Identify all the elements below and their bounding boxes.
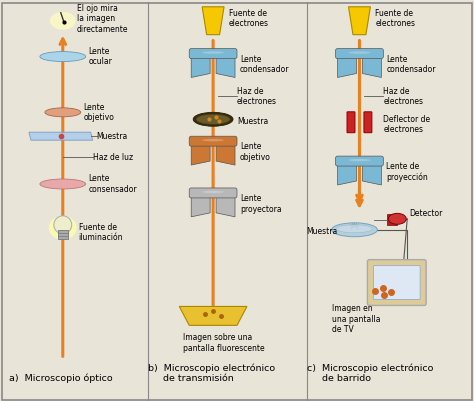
Ellipse shape [45, 108, 81, 117]
Ellipse shape [54, 216, 72, 234]
FancyBboxPatch shape [387, 214, 397, 225]
Text: Lente
objetivo: Lente objetivo [240, 142, 271, 162]
FancyBboxPatch shape [58, 230, 68, 239]
FancyBboxPatch shape [364, 112, 372, 133]
FancyBboxPatch shape [336, 49, 383, 59]
FancyBboxPatch shape [189, 188, 237, 198]
Text: Imagen sobre una
pantalla fluorescente: Imagen sobre una pantalla fluorescente [183, 333, 265, 353]
Ellipse shape [337, 225, 373, 233]
Text: Lente
condensador: Lente condensador [240, 55, 290, 74]
Text: Lente
ocular: Lente ocular [89, 47, 112, 66]
Text: Deflector de
electrones: Deflector de electrones [383, 115, 430, 134]
Polygon shape [337, 163, 356, 185]
Polygon shape [363, 56, 382, 77]
Ellipse shape [388, 213, 406, 224]
Text: Muestra: Muestra [97, 132, 128, 141]
Ellipse shape [202, 191, 224, 193]
Polygon shape [363, 163, 382, 185]
Polygon shape [191, 143, 210, 165]
Text: Imagen en
una pantalla
de TV: Imagen en una pantalla de TV [332, 304, 380, 334]
Polygon shape [216, 195, 235, 217]
FancyBboxPatch shape [367, 259, 426, 306]
Ellipse shape [202, 51, 224, 54]
FancyBboxPatch shape [374, 265, 420, 300]
Polygon shape [202, 7, 224, 34]
Text: Lente
consensador: Lente consensador [89, 174, 137, 194]
Ellipse shape [196, 114, 230, 124]
Text: Fuente de
iluminación: Fuente de iluminación [79, 223, 123, 243]
Polygon shape [216, 56, 235, 77]
Text: Haz de luz: Haz de luz [92, 153, 133, 162]
Text: Haz de
electrones: Haz de electrones [383, 87, 423, 106]
Text: a)  Microscopio óptico: a) Microscopio óptico [9, 374, 113, 383]
Polygon shape [179, 306, 247, 325]
Polygon shape [191, 56, 210, 77]
Ellipse shape [50, 12, 76, 30]
Ellipse shape [348, 51, 370, 54]
Ellipse shape [193, 112, 233, 126]
Text: Lente
condensador: Lente condensador [386, 55, 436, 74]
Text: Detector: Detector [409, 209, 443, 219]
Polygon shape [29, 132, 92, 140]
Ellipse shape [202, 139, 224, 142]
Ellipse shape [348, 159, 370, 161]
Polygon shape [191, 195, 210, 217]
Text: Haz de
electrones: Haz de electrones [237, 87, 277, 106]
Ellipse shape [40, 179, 86, 189]
Text: Fuente de
electrones: Fuente de electrones [375, 9, 415, 28]
Text: Muestra: Muestra [237, 117, 268, 126]
Ellipse shape [332, 223, 377, 237]
FancyBboxPatch shape [189, 136, 237, 146]
FancyBboxPatch shape [189, 49, 237, 59]
FancyBboxPatch shape [347, 112, 355, 133]
Text: Fuente de
electrones: Fuente de electrones [229, 9, 269, 28]
Text: El ojo mira
la imagen
directamente: El ojo mira la imagen directamente [77, 4, 128, 34]
Text: Lente
proyectora: Lente proyectora [240, 194, 282, 214]
FancyBboxPatch shape [336, 156, 383, 166]
Polygon shape [337, 56, 356, 77]
Text: Muestra: Muestra [306, 227, 337, 236]
Ellipse shape [49, 216, 77, 240]
Polygon shape [216, 143, 235, 165]
Text: c)  Microscopio electrónico
     de barrido: c) Microscopio electrónico de barrido [307, 363, 433, 383]
Text: Lente de
proyección: Lente de proyección [386, 162, 428, 182]
Text: b)  Microscopio electrónico
     de transmisión: b) Microscopio electrónico de transmisió… [148, 363, 275, 383]
Polygon shape [348, 7, 370, 34]
Ellipse shape [40, 52, 86, 61]
Text: Lente
objetivo: Lente objetivo [84, 103, 115, 122]
